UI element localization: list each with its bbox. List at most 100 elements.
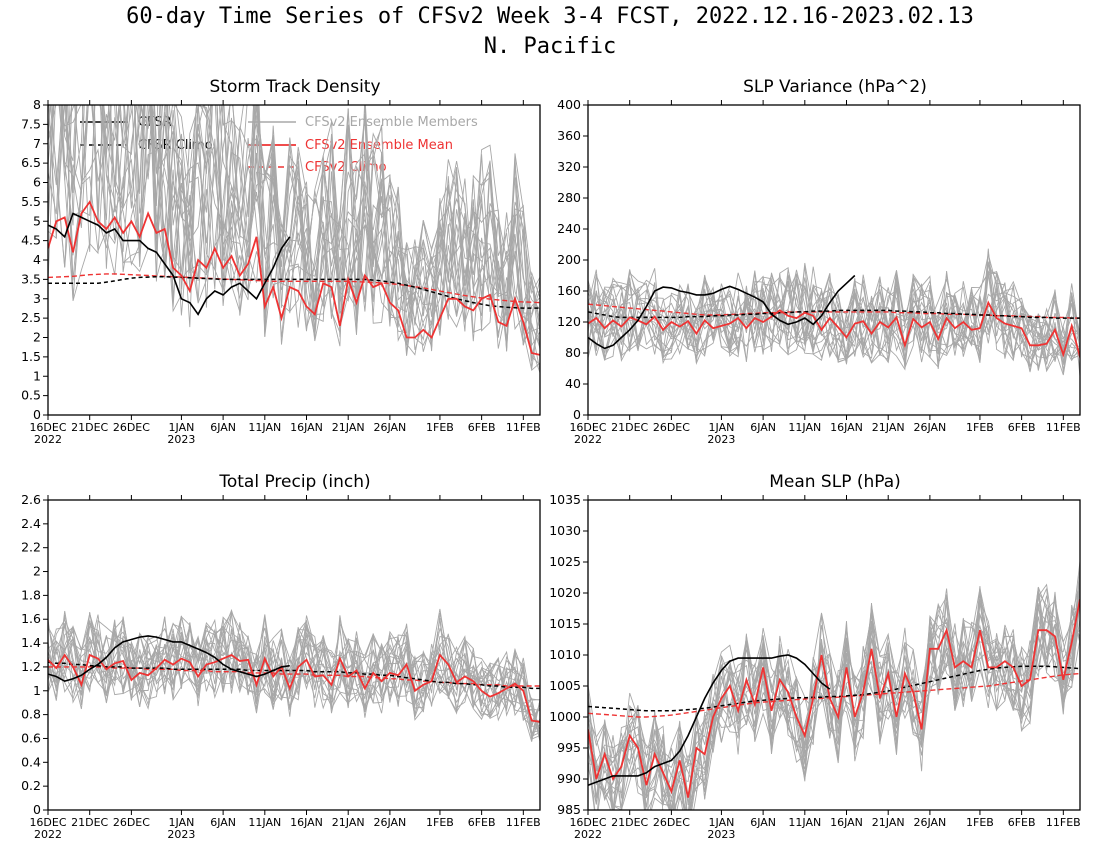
y-tick-label: 995 <box>557 740 581 755</box>
x-tick-label: 6FEB <box>468 421 496 434</box>
plot-area <box>588 248 1080 377</box>
y-tick-label: 2.4 <box>21 516 41 531</box>
series-line-cfsv2-climo <box>588 672 1080 718</box>
ensemble-member-line <box>48 612 540 736</box>
x-tick-label: 1FEB <box>426 816 454 829</box>
y-tick-label: 3.5 <box>21 271 41 286</box>
x-tick-label: 1FEB <box>966 816 994 829</box>
series-line-mean <box>588 599 1080 798</box>
x-tick-label: 21JAN <box>332 816 365 829</box>
series-line-cfsr <box>48 212 291 316</box>
x-tick-label: 21DEC <box>611 421 648 434</box>
plot-frame <box>47 499 541 811</box>
y-tick-label: 2 <box>33 330 41 345</box>
x-tick-label: 21JAN <box>872 816 905 829</box>
x-tick-label: 6FEB <box>468 816 496 829</box>
series-line-cfsv2-climo <box>588 303 1080 319</box>
x-tick-year: 2023 <box>707 828 735 841</box>
y-tick-label: 990 <box>557 771 581 786</box>
x-tick-label: 6JAN <box>210 421 236 434</box>
x-tick-label: 11FEB <box>506 816 541 829</box>
ensemble-member-line <box>588 568 1080 810</box>
ensemble-member-line <box>588 270 1080 376</box>
y-tick-label: 2 <box>33 564 41 579</box>
series-line-cfsr-climo <box>588 665 1080 712</box>
x-tick-label: 16JAN <box>830 816 863 829</box>
x-tick-label: 26JAN <box>913 816 946 829</box>
plot-area <box>588 560 1080 810</box>
ensemble-member-line <box>588 587 1080 810</box>
series-line-cfsv2-climo <box>48 273 540 304</box>
y-tick-label: 7.5 <box>21 116 41 131</box>
y-tick-label: 1025 <box>549 554 581 569</box>
y-tick-label: 1.6 <box>21 611 41 626</box>
ensemble-member-line <box>48 621 540 738</box>
x-tick-label: 11FEB <box>1046 816 1081 829</box>
x-tick-label: 6FEB <box>1008 816 1036 829</box>
x-tick-year: 2023 <box>167 828 195 841</box>
y-tick-label: 160 <box>557 283 581 298</box>
ensemble-member-line <box>588 262 1080 363</box>
x-tick-label: 21DEC <box>611 816 648 829</box>
y-tick-label: 2.5 <box>21 310 41 325</box>
y-tick-label: 1020 <box>549 585 581 600</box>
y-tick-label: 240 <box>557 221 581 236</box>
ensemble-member-line <box>588 248 1080 368</box>
ensemble-member-line <box>588 586 1080 810</box>
ensemble-member-line <box>100 105 540 338</box>
ensemble-member-line <box>48 619 540 726</box>
y-tick-label: 1010 <box>549 647 581 662</box>
y-tick-label: 0.2 <box>21 778 41 793</box>
panel-title: Storm Track Density <box>209 77 380 97</box>
x-tick-label: 16DEC <box>29 421 66 434</box>
plot-area <box>48 608 540 742</box>
ensemble-member-line <box>49 105 540 352</box>
x-tick-year: 2023 <box>707 433 735 446</box>
ensemble-member-line <box>48 105 540 373</box>
series-line-cfsr-climo <box>48 661 540 690</box>
x-tick-year: 2022 <box>34 433 62 446</box>
series-line-cfsr <box>588 274 856 350</box>
x-tick-label: 11JAN <box>788 816 821 829</box>
y-tick-label: 360 <box>557 128 581 143</box>
ensemble-member-line <box>588 560 1080 810</box>
y-tick-label: 0 <box>33 802 41 817</box>
ensemble-member-line <box>68 105 540 346</box>
x-tick-label: 11FEB <box>1046 421 1081 434</box>
plot-frame <box>587 104 1081 416</box>
y-tick-label: 1.4 <box>21 635 41 650</box>
y-tick-label: 7 <box>33 136 41 151</box>
series-line-mean <box>48 200 540 356</box>
x-tick-year: 2022 <box>574 433 602 446</box>
x-tick-label: 16JAN <box>830 421 863 434</box>
y-tick-label: 0.4 <box>21 754 41 769</box>
x-tick-label: 16DEC <box>569 816 606 829</box>
y-tick-label: 6.5 <box>21 155 41 170</box>
y-tick-label: 1015 <box>549 616 581 631</box>
ensemble-member-line <box>588 262 1080 377</box>
y-tick-label: 1000 <box>549 709 581 724</box>
x-tick-label: 26JAN <box>913 421 946 434</box>
x-tick-label: 26JAN <box>373 816 406 829</box>
y-tick-label: 0.5 <box>21 388 41 403</box>
y-tick-label: 1 <box>33 368 41 383</box>
legend-label-mean: CFSv2 Ensemble Mean <box>305 138 453 153</box>
x-tick-label: 16JAN <box>290 421 323 434</box>
y-tick-label: 5 <box>33 213 41 228</box>
x-tick-label: 11JAN <box>788 421 821 434</box>
y-tick-label: 6 <box>33 175 41 190</box>
y-tick-label: 120 <box>557 314 581 329</box>
ensemble-member-line <box>588 269 1080 363</box>
x-tick-label: 11JAN <box>248 421 281 434</box>
x-tick-label: 11FEB <box>506 421 541 434</box>
y-tick-label: 5.5 <box>21 194 41 209</box>
y-tick-label: 1.8 <box>21 587 41 602</box>
y-tick-label: 3 <box>33 291 41 306</box>
panel-title: Total Precip (inch) <box>218 472 370 492</box>
x-tick-label: 1JAN <box>709 421 735 434</box>
x-tick-label: 21JAN <box>872 421 905 434</box>
x-tick-label: 6JAN <box>750 421 776 434</box>
y-tick-label: 0 <box>573 407 581 422</box>
x-tick-label: 21JAN <box>332 421 365 434</box>
